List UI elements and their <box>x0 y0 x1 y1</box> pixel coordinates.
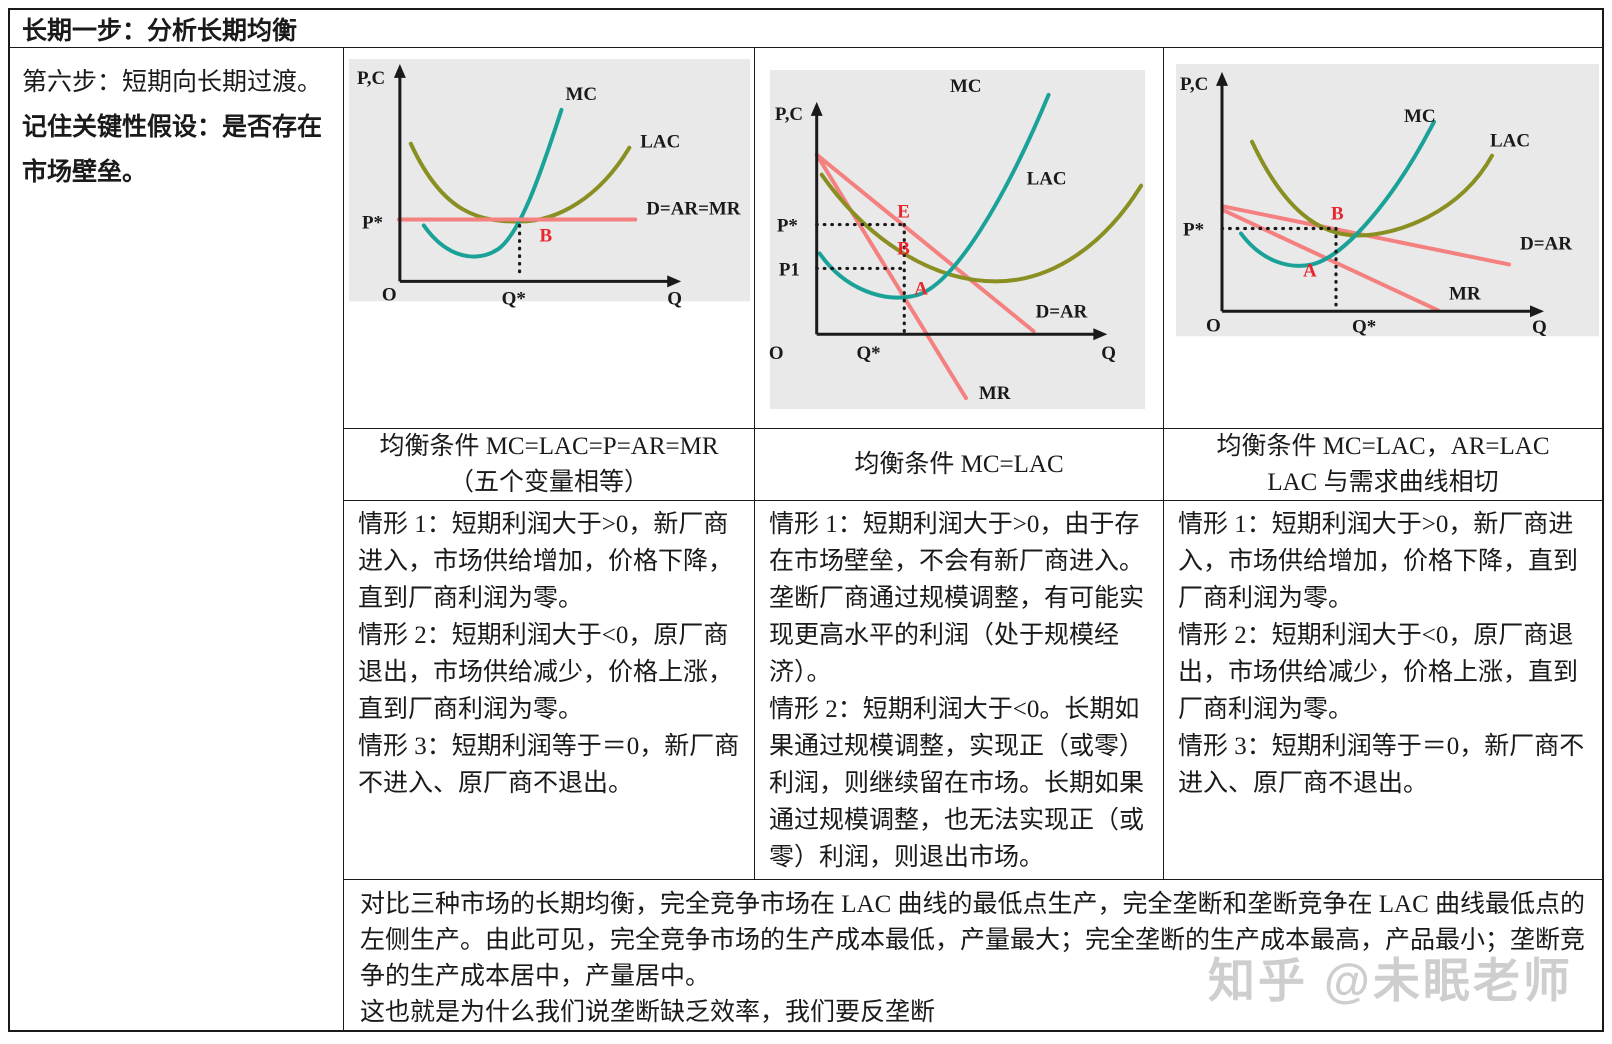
equilibrium-condition-perfect-competition: 均衡条件 MC=LAC=P=AR=MR （五个变量相等） <box>344 429 755 501</box>
key-assumption-text: 记住关键性假设：是否存在市场壁垒。 <box>22 114 323 186</box>
x-axis-arrow-icon <box>1530 305 1544 318</box>
mc-curve <box>1239 119 1436 268</box>
q-axis-label: Q <box>667 288 682 309</box>
origin-label: O <box>382 284 397 305</box>
demand-label: D=AR=MR <box>646 199 740 220</box>
mr-line <box>814 152 968 401</box>
x-axis-arrow-icon <box>1093 328 1108 341</box>
plot-background <box>769 69 1146 410</box>
demand-line <box>814 152 1036 334</box>
x-axis-arrow-icon <box>667 275 682 288</box>
lac-curve <box>819 172 1144 284</box>
demand-label: D=AR <box>1036 301 1088 322</box>
q-axis-label: Q <box>1532 317 1547 338</box>
lac-curve-label: LAC <box>640 132 680 153</box>
pc-axis-label: P,C <box>357 68 385 89</box>
point-b-label: B <box>540 225 553 246</box>
mc-curve <box>817 92 1051 300</box>
perfect-competition-chart: P,C MC LAC D=AR=MR P* B O Q* Q <box>348 58 751 309</box>
y-axis-arrow-icon <box>1216 71 1228 86</box>
demand-label: D=AR <box>1520 233 1572 254</box>
mr-label: MR <box>1449 283 1481 304</box>
origin-label: O <box>1206 315 1221 336</box>
origin-label: O <box>769 343 784 364</box>
point-b-label: B <box>1331 204 1344 225</box>
point-e-label: E <box>897 202 910 223</box>
comparison-summary: 对比三种市场的长期均衡，完全竞争市场在 LAC 曲线的最低点生产，完全垄断和垄断… <box>360 891 1586 1026</box>
plot-background <box>348 58 751 302</box>
step-description-cell: 第六步：短期向长期过渡。 记住关键性假设：是否存在市场壁垒。 <box>10 48 344 1030</box>
mc-curve-label: MC <box>1404 106 1436 127</box>
p1-label: P1 <box>779 259 800 280</box>
q-star-label: Q* <box>502 288 526 309</box>
y-axis-arrow-icon <box>393 63 406 78</box>
p-star-label: P* <box>1183 220 1204 241</box>
mr-label: MR <box>979 383 1011 404</box>
lac-curve-label: LAC <box>1027 169 1067 190</box>
point-a-label: A <box>1303 260 1317 281</box>
y-axis-arrow-icon <box>810 101 823 116</box>
diagram-monopoly: P,C MC LAC D=AR MR E B A P* P1 O Q* Q <box>755 48 1164 429</box>
pc-axis-label: P,C <box>775 104 803 125</box>
q-star-label: Q* <box>857 343 881 364</box>
table-title: 长期一步：分析长期均衡 <box>10 10 1602 48</box>
mc-curve-label: MC <box>950 76 981 97</box>
situations-monopolistic-competition: 情形 1：短期利润大于>0，新厂商进入，市场供给增加，价格下降，直到厂商利润为零… <box>1164 501 1602 880</box>
point-a-label: A <box>914 278 928 299</box>
diagram-perfect-competition: P,C MC LAC D=AR=MR P* B O Q* Q <box>344 48 755 429</box>
p-star-label: P* <box>362 213 383 234</box>
monopoly-chart: P,C MC LAC D=AR MR E B A P* P1 O Q* Q <box>769 69 1146 410</box>
p-star-label: P* <box>777 215 798 236</box>
equilibrium-condition-monopoly: 均衡条件 MC=LAC <box>755 429 1164 501</box>
diagram-monopolistic-competition: P,C MC LAC D=AR MR B A P* O Q* Q <box>1164 48 1602 429</box>
monopolistic-competition-chart: P,C MC LAC D=AR MR B A P* O Q* Q <box>1176 63 1599 338</box>
long-run-equilibrium-table: 长期一步：分析长期均衡 第六步：短期向长期过渡。 记住关键性假设：是否存在市场壁… <box>8 8 1604 1032</box>
mc-curve-label: MC <box>565 84 597 105</box>
situations-monopoly: 情形 1：短期利润大于>0，由于存在市场壁垒，不会有新厂商进入。垄断厂商通过规模… <box>755 501 1164 880</box>
step-text: 第六步：短期向长期过渡。 <box>22 69 323 96</box>
equilibrium-condition-monopolistic-competition: 均衡条件 MC=LAC，AR=LAC LAC 与需求曲线相切 <box>1164 429 1602 501</box>
pc-axis-label: P,C <box>1180 74 1208 95</box>
q-axis-label: Q <box>1101 343 1116 364</box>
q-star-label: Q* <box>1352 316 1376 337</box>
situations-perfect-competition: 情形 1：短期利润大于>0，新厂商进入，市场供给增加，价格下降，直到厂商利润为零… <box>344 501 755 880</box>
point-b-label: B <box>897 238 910 259</box>
lac-curve-label: LAC <box>1490 131 1530 152</box>
mc-curve <box>421 107 564 259</box>
